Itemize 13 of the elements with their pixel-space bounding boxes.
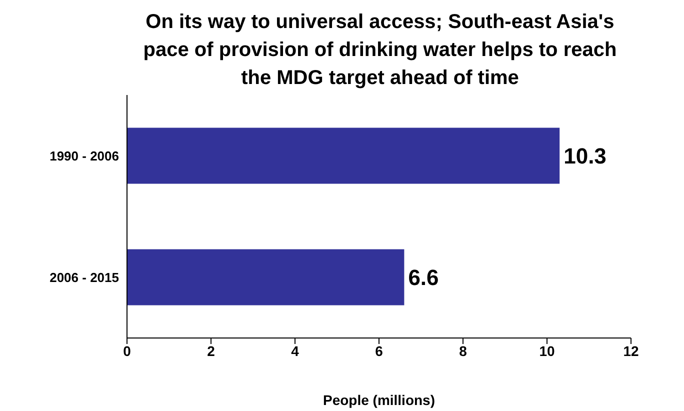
x-tick-label: 12	[623, 342, 639, 359]
data-label: 6.6	[408, 265, 439, 290]
x-tick-label: 8	[459, 342, 468, 359]
x-tick-label: 4	[291, 342, 300, 359]
x-axis-title: People (millions)	[322, 392, 436, 408]
data-label: 10.3	[564, 144, 606, 169]
y-tick-label: 1990 - 2006	[50, 148, 119, 164]
x-tick-label: 2	[207, 342, 216, 359]
chart-title: On its way to universal access; South-east Asia's pace of provision of drinking water helps to reach the MDG target ahead of time	[142, 10, 618, 91]
x-tick-label: 0	[123, 342, 132, 359]
y-tick-label: 2006 - 2015	[50, 270, 119, 285]
x-tick-label: 10	[539, 342, 555, 359]
x-tick-label: 6	[375, 342, 384, 359]
